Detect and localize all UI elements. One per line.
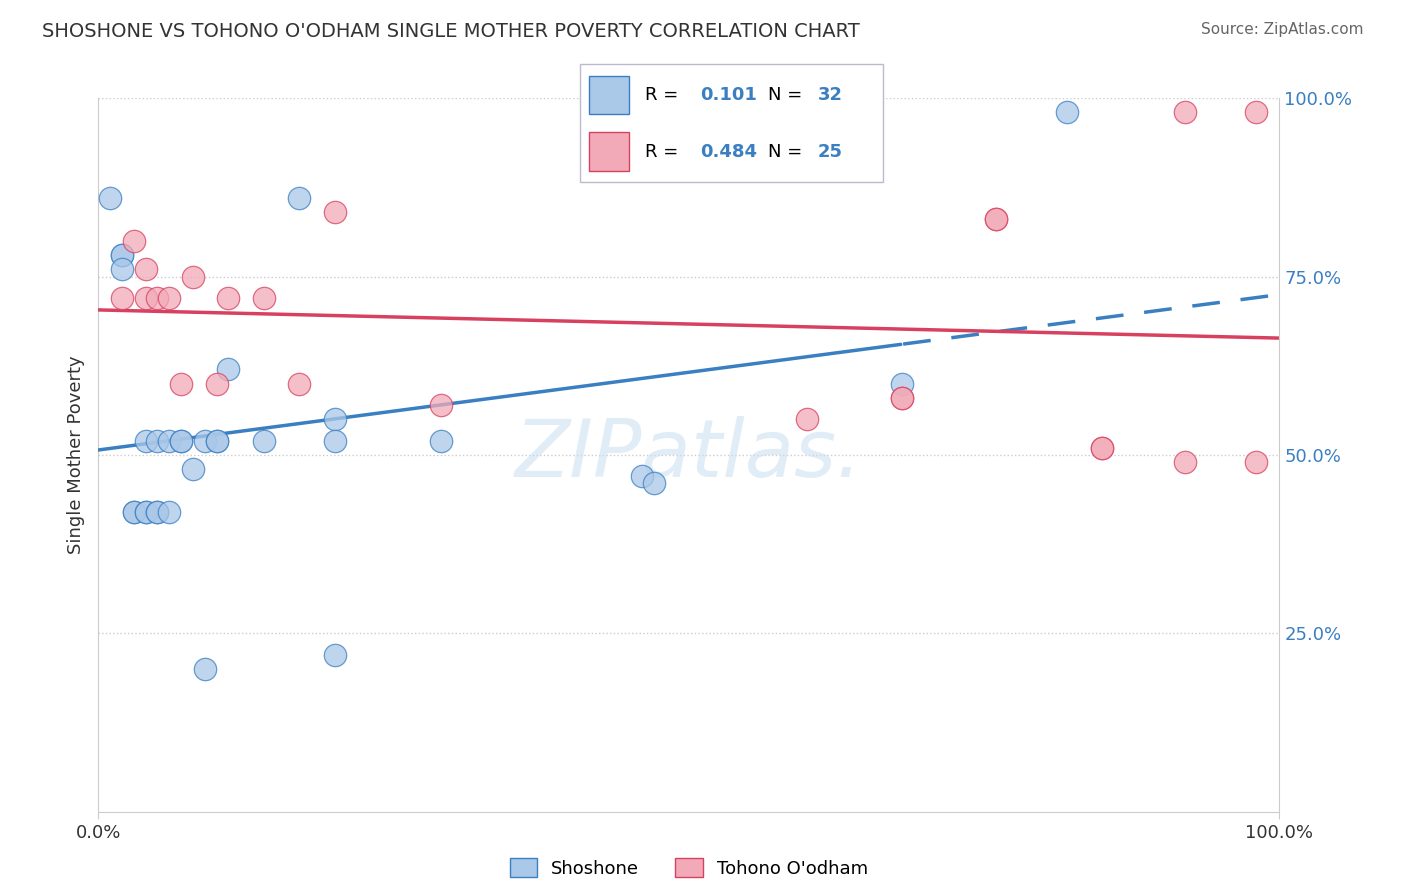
Point xyxy=(194,434,217,448)
Point xyxy=(217,362,239,376)
Text: SHOSHONE VS TOHONO O'ODHAM SINGLE MOTHER POVERTY CORRELATION CHART: SHOSHONE VS TOHONO O'ODHAM SINGLE MOTHER… xyxy=(42,22,860,41)
Point xyxy=(323,434,346,448)
Point xyxy=(253,434,276,448)
Point xyxy=(288,191,311,205)
Point xyxy=(890,376,912,391)
Text: N =: N = xyxy=(768,86,808,104)
Text: 0.101: 0.101 xyxy=(700,86,756,104)
Point xyxy=(146,505,169,519)
Point xyxy=(157,291,180,305)
Y-axis label: Single Mother Poverty: Single Mother Poverty xyxy=(66,356,84,554)
Point xyxy=(157,434,180,448)
Point xyxy=(1056,105,1078,120)
Point xyxy=(217,291,239,305)
Point xyxy=(170,434,193,448)
Point xyxy=(111,248,134,262)
FancyBboxPatch shape xyxy=(589,132,628,171)
Point xyxy=(111,248,134,262)
Point xyxy=(1174,105,1197,120)
Point xyxy=(1244,455,1267,469)
Point xyxy=(146,505,169,519)
Point xyxy=(194,662,217,676)
Point xyxy=(146,291,169,305)
Point xyxy=(1091,441,1114,455)
Text: 25: 25 xyxy=(818,143,842,161)
Point xyxy=(323,412,346,426)
Point xyxy=(1174,455,1197,469)
Point xyxy=(205,434,228,448)
Point xyxy=(1091,441,1114,455)
FancyBboxPatch shape xyxy=(589,76,628,114)
Point xyxy=(111,291,134,305)
Point xyxy=(135,505,157,519)
Text: N =: N = xyxy=(768,143,808,161)
Point xyxy=(323,648,346,662)
Point xyxy=(323,205,346,219)
FancyBboxPatch shape xyxy=(579,63,883,182)
Point xyxy=(430,434,453,448)
Point xyxy=(135,434,157,448)
Point xyxy=(111,262,134,277)
Point xyxy=(135,262,157,277)
Point xyxy=(170,376,193,391)
Point xyxy=(146,434,169,448)
Text: ZIPatlas.: ZIPatlas. xyxy=(515,416,863,494)
Point xyxy=(135,505,157,519)
Point xyxy=(430,398,453,412)
Point xyxy=(643,476,665,491)
Point xyxy=(796,412,818,426)
Legend: Shoshone, Tohono O'odham: Shoshone, Tohono O'odham xyxy=(502,851,876,885)
Text: Source: ZipAtlas.com: Source: ZipAtlas.com xyxy=(1201,22,1364,37)
Point xyxy=(288,376,311,391)
Point xyxy=(984,212,1007,227)
Point xyxy=(157,505,180,519)
Point xyxy=(890,391,912,405)
Point xyxy=(122,505,145,519)
Point xyxy=(122,505,145,519)
Point xyxy=(630,469,652,483)
Point xyxy=(98,191,121,205)
Point xyxy=(253,291,276,305)
Point xyxy=(181,269,204,284)
Point xyxy=(890,391,912,405)
Point xyxy=(135,291,157,305)
Point xyxy=(984,212,1007,227)
Text: 0.484: 0.484 xyxy=(700,143,758,161)
Text: 32: 32 xyxy=(818,86,842,104)
Point xyxy=(205,376,228,391)
Point xyxy=(1244,105,1267,120)
Text: R =: R = xyxy=(644,86,683,104)
Point xyxy=(181,462,204,476)
Point xyxy=(122,234,145,248)
Point xyxy=(170,434,193,448)
Text: R =: R = xyxy=(644,143,683,161)
Point xyxy=(205,434,228,448)
